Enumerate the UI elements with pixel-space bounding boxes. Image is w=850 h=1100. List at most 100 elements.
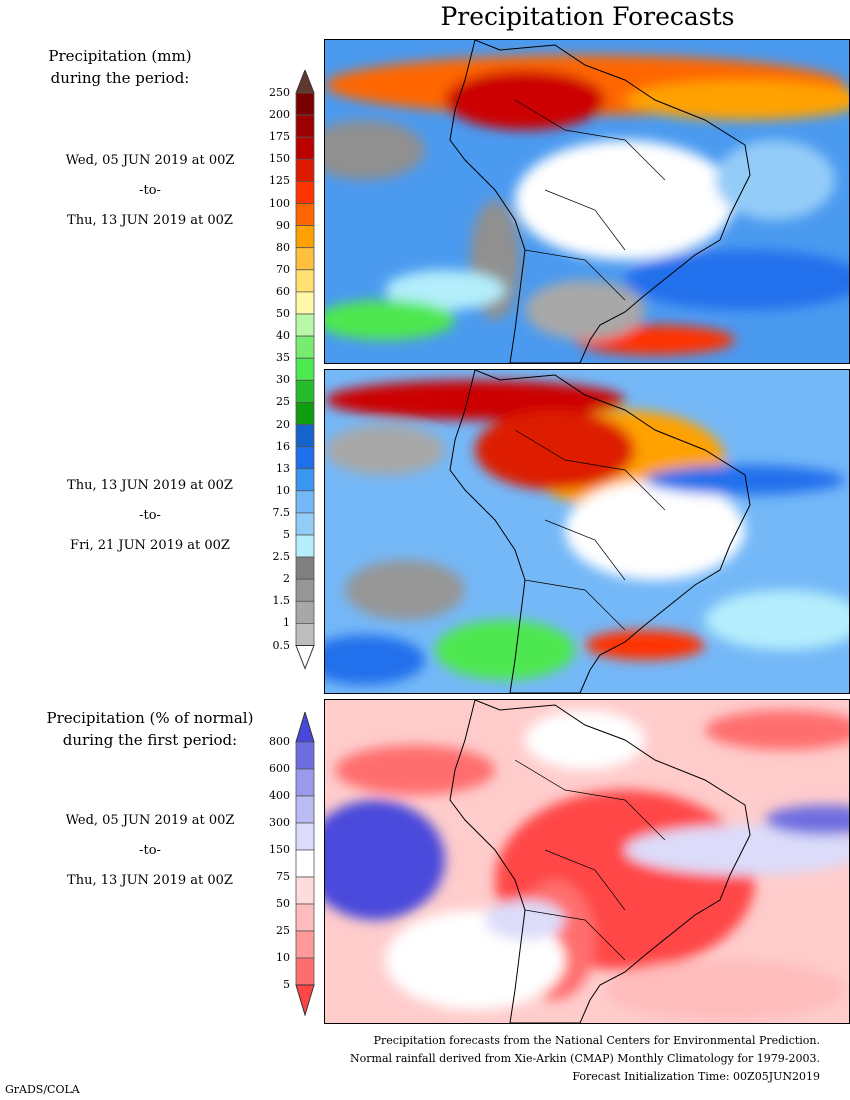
colorbar-swatch — [295, 203, 315, 227]
precip-field — [435, 620, 575, 680]
colorbar-tick: 16 — [276, 439, 290, 453]
colorbar-swatch — [295, 795, 315, 824]
colorbar-tick: 60 — [276, 284, 290, 298]
precip-field — [645, 465, 845, 495]
coastline — [449, 40, 751, 363]
legend-pct-heading-line2: during the first period: — [62, 731, 238, 749]
colorbar-swatch — [295, 92, 315, 116]
colorbar-swatch — [295, 876, 315, 905]
colorbar-tick: 1.5 — [272, 594, 291, 608]
colorbar-mm — [295, 70, 315, 670]
page-title: Precipitation Forecasts — [440, 2, 735, 31]
map-period2 — [324, 369, 850, 694]
colorbar-tick: 5 — [283, 978, 290, 991]
colorbar-swatch — [295, 379, 315, 403]
precip-field — [565, 480, 745, 580]
period3-end: Thu, 13 JUN 2019 at 00Z — [67, 873, 233, 888]
period1-end: Thu, 13 JUN 2019 at 00Z — [67, 213, 233, 228]
colorbar-swatch — [295, 291, 315, 315]
precip-field — [325, 425, 445, 475]
legend-mm-heading-line2: during the period: — [50, 69, 190, 87]
period3-sep: -to- — [139, 843, 161, 858]
colorbar-bottom-arrow — [295, 984, 315, 1016]
colorbar-tick: 90 — [276, 218, 290, 232]
precip-field — [475, 410, 635, 490]
colorbar-tick: 13 — [276, 461, 290, 475]
colorbar-swatch — [295, 578, 315, 602]
map-period1 — [324, 39, 850, 364]
colorbar-swatch — [295, 468, 315, 492]
colorbar-bottom-arrow — [295, 645, 315, 670]
precip-field — [325, 635, 425, 685]
colorbar-swatch — [295, 822, 315, 851]
precip-field — [625, 250, 849, 310]
colorbar-tick: 150 — [269, 152, 290, 166]
colorbar-tick: 20 — [276, 417, 290, 431]
colorbar-tick: 5 — [283, 528, 290, 541]
period1-sep: -to- — [139, 183, 161, 198]
colorbar-swatch — [295, 623, 315, 646]
colorbar-swatch — [295, 849, 315, 878]
country-borders — [514, 429, 666, 631]
colorbar-swatch — [295, 957, 315, 986]
precip-field — [325, 380, 625, 420]
legend-mm-heading-line1: Precipitation (mm) — [48, 47, 192, 65]
colorbar-tick: 2 — [283, 572, 290, 586]
precip-field — [515, 140, 735, 260]
colorbar-tick: 250 — [269, 86, 290, 99]
colorbar-swatch — [295, 401, 315, 425]
precip-field — [705, 710, 849, 750]
colorbar-top-arrow — [295, 70, 315, 94]
colorbar-swatch — [295, 930, 315, 959]
legend-mm-heading: Precipitation (mm) during the period: — [0, 45, 240, 89]
map-percent-normal — [324, 699, 850, 1024]
precip-field — [335, 745, 495, 795]
colorbar-pct — [295, 712, 315, 1016]
colorbar-top-arrow — [295, 712, 315, 743]
colorbar-tick: 25 — [276, 395, 290, 409]
colorbar-tick: 25 — [276, 924, 290, 937]
colorbar-swatch — [295, 446, 315, 470]
precip-field — [325, 120, 425, 180]
footer-line2: Normal rainfall derived from Xie-Arkin (… — [350, 1052, 820, 1065]
colorbar-tick: 40 — [276, 329, 290, 343]
colorbar-swatch — [295, 269, 315, 293]
period3-start: Wed, 05 JUN 2019 at 00Z — [65, 813, 235, 828]
period2-sep: -to- — [139, 508, 161, 523]
precip-field — [325, 300, 455, 340]
colorbar-swatch — [295, 903, 315, 932]
legend-pct-heading: Precipitation (% of normal) during the f… — [0, 707, 300, 751]
colorbar-swatch — [295, 247, 315, 271]
footer-line3: Forecast Initialization Time: 00Z05JUN20… — [572, 1070, 820, 1083]
colorbar-tick: 125 — [269, 174, 290, 188]
footer-line1: Precipitation forecasts from the Nationa… — [373, 1034, 820, 1047]
grads-credit: GrADS/COLA — [5, 1083, 80, 1096]
colorbar-tick: 150 — [269, 843, 290, 856]
colorbar-swatch — [295, 600, 315, 624]
colorbar-tick: 0.5 — [272, 638, 291, 652]
precip-field — [765, 805, 849, 835]
colorbar-tick: 300 — [269, 816, 290, 829]
colorbar-tick: 10 — [276, 951, 290, 964]
colorbar-swatch — [295, 158, 315, 182]
colorbar-tick: 1 — [283, 616, 290, 630]
colorbar-swatch — [295, 313, 315, 337]
colorbar-tick: 35 — [276, 351, 290, 365]
colorbar-swatch — [295, 357, 315, 381]
precip-field — [625, 825, 849, 875]
period1-start: Wed, 05 JUN 2019 at 00Z — [65, 153, 235, 168]
country-borders — [514, 99, 666, 301]
precip-field — [525, 280, 645, 340]
colorbar-swatch — [295, 114, 315, 138]
colorbar-tick: 2.5 — [272, 550, 291, 564]
colorbar-swatch — [295, 136, 315, 160]
colorbar-swatch — [295, 512, 315, 536]
colorbar-tick: 7.5 — [272, 505, 291, 519]
colorbar-tick: 100 — [269, 196, 290, 210]
precip-field — [525, 710, 645, 770]
legend-pct-heading-line1: Precipitation (% of normal) — [46, 709, 254, 727]
colorbar-tick: 175 — [269, 130, 290, 144]
colorbar-tick: 50 — [276, 307, 290, 320]
coastline — [449, 370, 751, 693]
